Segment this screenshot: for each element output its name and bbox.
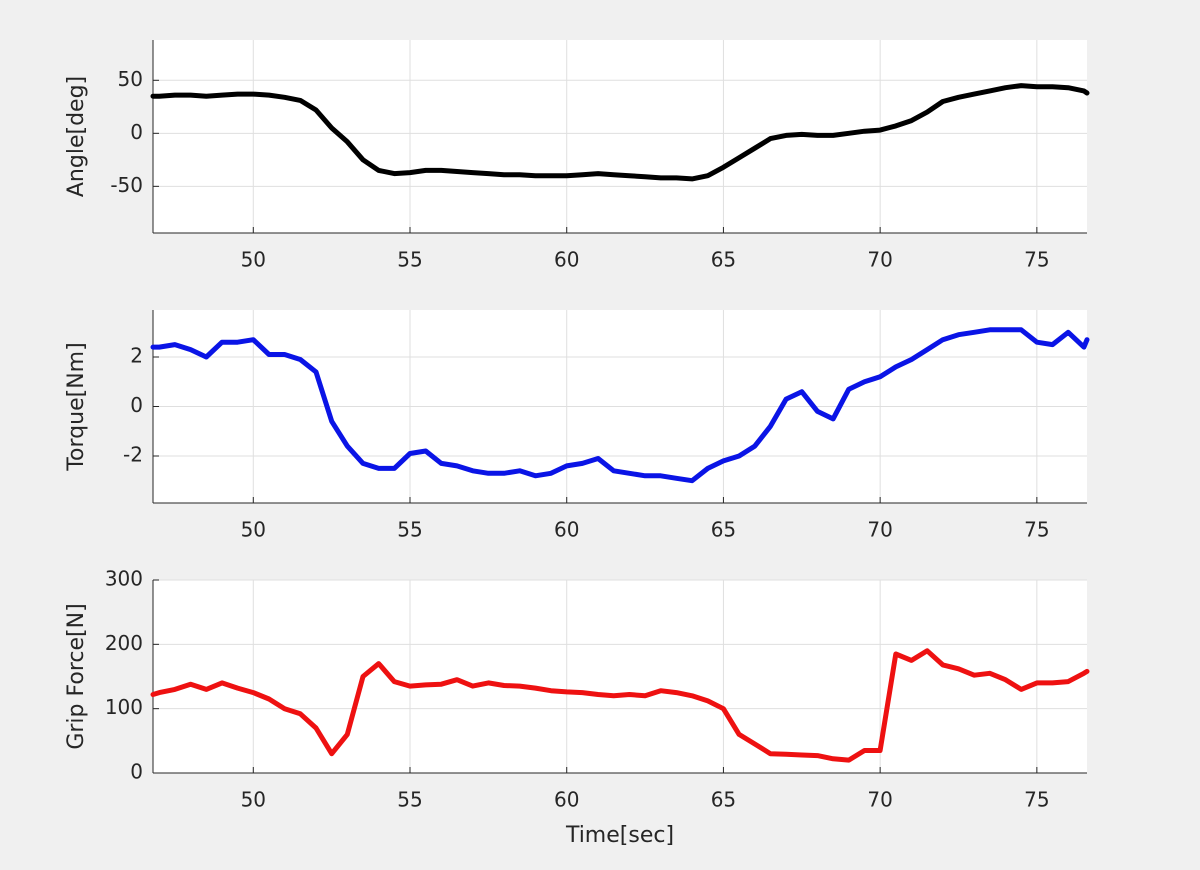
x-tick-label: 75	[1024, 518, 1049, 542]
x-tick-label: 50	[241, 518, 266, 542]
y-tick-label: 2	[130, 344, 143, 368]
x-tick-label: 60	[554, 248, 579, 272]
x-tick-label: 70	[867, 248, 892, 272]
x-tick-label: 65	[711, 788, 736, 812]
y-tick-label: 100	[105, 695, 143, 719]
y-axis-label: Angle[deg]	[64, 76, 89, 197]
y-tick-label: 50	[118, 67, 143, 91]
line	[150, 83, 1090, 182]
y-tick-label: -2	[123, 442, 143, 466]
x-tick-label: 50	[241, 788, 266, 812]
line	[150, 648, 1090, 763]
y-tick-label: 300	[105, 567, 143, 591]
x-axis-label: Time[sec]	[565, 823, 674, 848]
x-tick-label: 75	[1024, 788, 1049, 812]
plot-area	[153, 580, 1087, 773]
x-tick-label: 50	[241, 248, 266, 272]
x-tick-label: 70	[867, 518, 892, 542]
x-tick-label: 75	[1024, 248, 1049, 272]
x-tick-label: 55	[397, 518, 422, 542]
y-tick-label: 0	[130, 760, 143, 784]
x-tick-label: 55	[397, 788, 422, 812]
x-tick-label: 60	[554, 518, 579, 542]
y-tick-label: -50	[110, 173, 143, 197]
y-tick-label: 0	[130, 393, 143, 417]
y-axis-label: Torque[Nm]	[64, 342, 89, 471]
y-tick-label: 0	[130, 120, 143, 144]
x-tick-label: 70	[867, 788, 892, 812]
y-axis-label: Grip Force[N]	[64, 603, 89, 749]
x-tick-label: 65	[711, 518, 736, 542]
plot-area	[153, 40, 1087, 233]
line	[150, 327, 1090, 484]
x-tick-label: 60	[554, 788, 579, 812]
y-tick-label: 200	[105, 631, 143, 655]
x-tick-label: 65	[711, 248, 736, 272]
x-tick-label: 55	[397, 248, 422, 272]
